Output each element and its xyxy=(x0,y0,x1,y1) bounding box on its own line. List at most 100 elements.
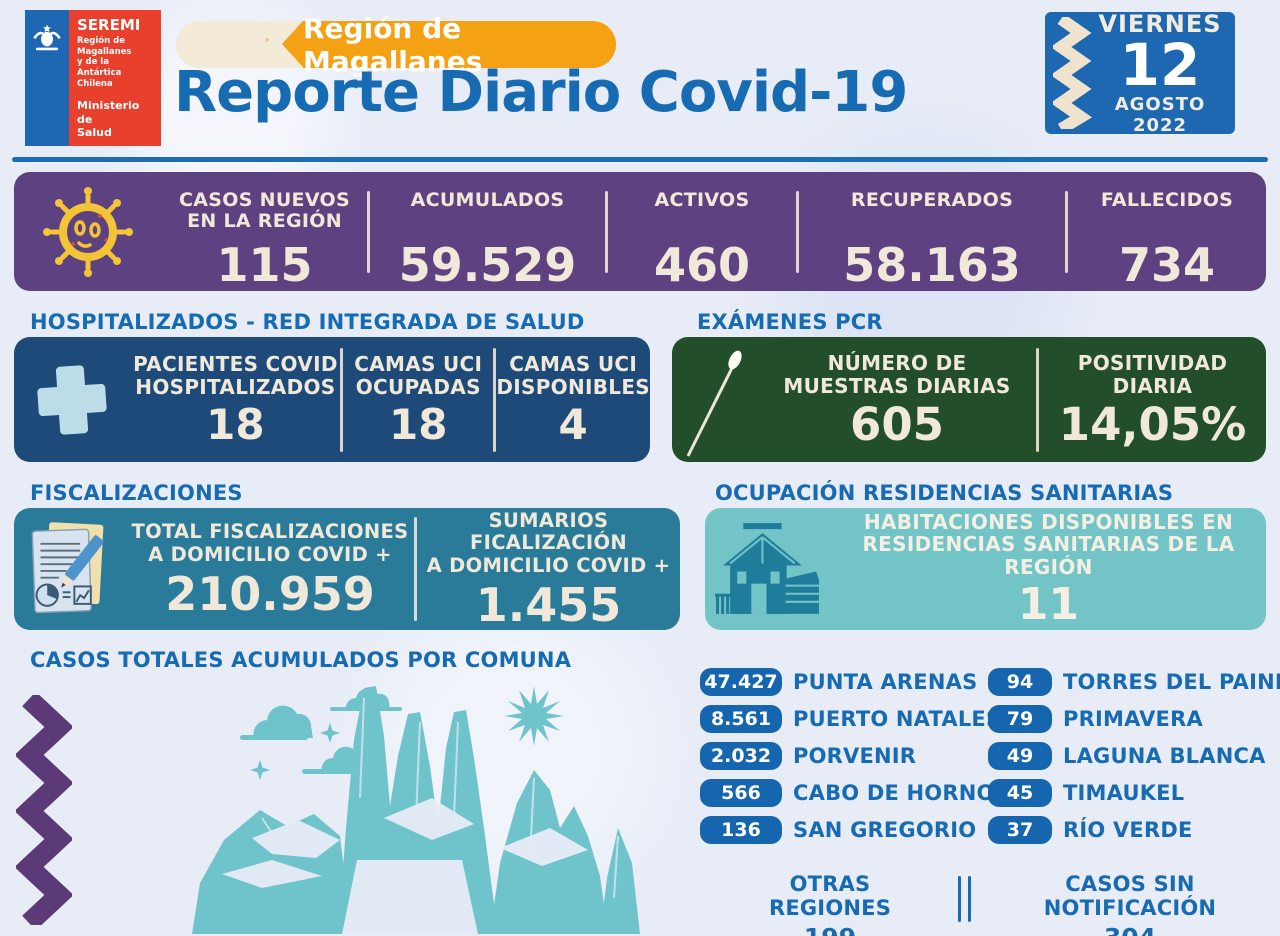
medical-cross-icon xyxy=(37,364,107,435)
comuna-name: PUNTA ARENAS xyxy=(793,670,978,694)
stat-label: CAMAS UCI OCUPADAS xyxy=(354,352,483,399)
comuna-count-badge: 49 xyxy=(988,742,1052,770)
comuna-name: PUERTO NATALES xyxy=(793,707,1002,731)
zigzag-icon xyxy=(1053,17,1093,129)
divider xyxy=(340,347,344,452)
comunas-heading: CASOS TOTALES ACUMULADOS POR COMUNA xyxy=(30,648,572,672)
pcr-panel: NÚMERO DE MUESTRAS DIARIAS 605 POSITIVID… xyxy=(672,337,1266,462)
coat-of-arms-icon xyxy=(33,24,61,51)
comuna-row: 2.032 PORVENIR xyxy=(700,742,1010,770)
virus-icon xyxy=(43,186,133,277)
comuna-row: 79 PRIMAVERA xyxy=(988,705,1280,733)
date-day: 12 xyxy=(1119,31,1201,100)
stat-label: RECUPERADOS xyxy=(850,189,1014,211)
comuna-name: TIMAUKEL xyxy=(1063,781,1185,805)
stat-label: ACUMULADOS xyxy=(410,189,565,211)
comuna-name: TORRES DEL PAINE xyxy=(1063,670,1280,694)
otras-regiones-value: 199 xyxy=(730,923,930,936)
stat-activos: ACTIVOS 460 xyxy=(608,175,796,288)
stat-label: HABITACIONES DISPONIBLES EN RESIDENCIAS … xyxy=(862,509,1235,579)
comuna-name: CABO DE HORNOS xyxy=(793,781,1010,805)
stat-value: 734 xyxy=(1118,238,1216,292)
residencias-heading: OCUPACIÓN RESIDENCIAS SANITARIAS xyxy=(715,481,1174,505)
comuna-row: 49 LAGUNA BLANCA xyxy=(988,742,1280,770)
comuna-count-badge: 79 xyxy=(988,705,1052,733)
region-banner: Región de Magallanes xyxy=(282,12,616,78)
stat-label: POSITIVIDAD DIARIA xyxy=(1077,350,1228,398)
stat-label: TOTAL FISCALIZACIONES A DOMICILIO COVID … xyxy=(131,520,409,566)
divider xyxy=(1065,190,1068,273)
stat-uci-disponibles: CAMAS UCI DISPONIBLES 4 xyxy=(496,353,650,445)
comuna-count-badge: 8.561 xyxy=(700,705,782,733)
stat-casos-nuevos: CASOS NUEVOS EN LA REGIÓN 115 xyxy=(162,175,367,288)
hospitalizados-heading: HOSPITALIZADOS - RED INTEGRADA DE SALUD xyxy=(30,310,585,334)
stat-sumarios-fiscalizacion: SUMARIOS FICALIZACIÓN A DOMICILIO COVID … xyxy=(417,509,680,632)
date-month-year: AGOSTO 2022 xyxy=(1114,93,1206,136)
header-divider xyxy=(12,157,1268,162)
pcr-heading: EXÁMENES PCR xyxy=(697,310,883,334)
stat-value: 4 xyxy=(558,399,588,449)
comuna-row: 47.427 PUNTA ARENAS xyxy=(700,668,1010,696)
comuna-count-badge: 47.427 xyxy=(700,668,782,696)
comuna-count-badge: 45 xyxy=(988,779,1052,807)
comuna-name: SAN GREGORIO xyxy=(793,818,977,842)
stat-value: 460 xyxy=(653,238,751,292)
divider xyxy=(414,517,417,621)
stat-value: 14,05% xyxy=(1058,398,1247,452)
clipboard-pencil-icon xyxy=(31,522,104,614)
stat-value: 1.455 xyxy=(475,577,622,632)
otras-regiones-label: OTRAS REGIONES xyxy=(768,872,892,920)
stat-label: NÚMERO DE MUESTRAS DIARIAS xyxy=(783,350,1011,398)
comuna-count-badge: 566 xyxy=(700,779,782,807)
comuna-name: PRIMAVERA xyxy=(1063,707,1203,731)
divider xyxy=(605,190,608,273)
stat-acumulados: ACUMULADOS 59.529 xyxy=(370,175,605,288)
comuna-row: 566 CABO DE HORNOS xyxy=(700,779,1010,807)
stat-uci-ocupadas: CAMAS UCI OCUPADAS 18 xyxy=(343,353,493,445)
stat-total-fiscalizaciones: TOTAL FISCALIZACIONES A DOMICILIO COVID … xyxy=(126,520,414,621)
fiscalizaciones-panel: TOTAL FISCALIZACIONES A DOMICILIO COVID … xyxy=(14,508,680,630)
comuna-count-badge: 37 xyxy=(988,816,1052,844)
divider xyxy=(493,347,497,452)
zigzag-ribbon xyxy=(16,695,72,925)
stat-label: PACIENTES COVID HOSPITALIZADOS xyxy=(133,352,338,399)
comuna-row: 8.561 PUERTO NATALES xyxy=(700,705,1010,733)
stat-value: 59.529 xyxy=(398,238,577,292)
stat-value: 605 xyxy=(850,398,944,452)
stat-habitaciones-disponibles: HABITACIONES DISPONIBLES EN RESIDENCIAS … xyxy=(831,509,1266,631)
stat-value: 210.959 xyxy=(165,566,375,621)
hospitalizados-panel: PACIENTES COVID HOSPITALIZADOS 18 CAMAS … xyxy=(14,337,650,462)
ministry-of-health-logo: SEREMI Región de Magallanes y de la Antá… xyxy=(25,10,161,146)
swab-icon xyxy=(686,350,742,457)
stat-label: SUMARIOS FICALIZACIÓN A DOMICILIO COVID … xyxy=(426,509,671,577)
stat-label: ACTIVOS xyxy=(654,189,750,211)
totals-separator xyxy=(958,876,971,922)
casos-sin-notificacion-total: CASOS SIN NOTIFICACIÓN 304 xyxy=(985,872,1275,936)
stat-value: 11 xyxy=(1017,579,1080,631)
logo-region: Región de Magallanes y de la Antártica C… xyxy=(77,36,132,89)
comuna-count-badge: 136 xyxy=(700,816,782,844)
stat-value: 115 xyxy=(216,238,313,292)
comuna-row: 45 TIMAUKEL xyxy=(988,779,1280,807)
logo-ministry: Ministerio de Salud xyxy=(77,99,140,139)
summary-stats-panel: CASOS NUEVOS EN LA REGIÓN 115 ACUMULADOS… xyxy=(14,172,1266,291)
comuna-list-left: 47.427 PUNTA ARENAS 8.561 PUERTO NATALES 2… xyxy=(700,668,1010,853)
stat-recuperados: RECUPERADOS 58.163 xyxy=(799,175,1065,288)
comuna-row: 37 RÍO VERDE xyxy=(988,816,1280,844)
comuna-row: 94 TORRES DEL PAINE xyxy=(988,668,1280,696)
mountains-illustration xyxy=(192,686,640,934)
sin-notificacion-label: CASOS SIN NOTIFICACIÓN xyxy=(1043,872,1217,920)
fiscalizaciones-heading: FISCALIZACIONES xyxy=(30,481,243,505)
comuna-name: RÍO VERDE xyxy=(1063,818,1193,842)
otras-regiones-total: OTRAS REGIONES 199 xyxy=(730,872,930,936)
stat-value: 58.163 xyxy=(843,238,1021,292)
stat-value: 18 xyxy=(389,399,448,449)
comuna-row: 136 SAN GREGORIO xyxy=(700,816,1010,844)
logo-blue-band xyxy=(25,10,69,146)
stat-muestras-diarias: NÚMERO DE MUESTRAS DIARIAS 605 xyxy=(758,350,1036,452)
stat-positividad-diaria: POSITIVIDAD DIARIA 14,05% xyxy=(1039,350,1266,452)
stat-label: CAMAS UCI DISPONIBLES xyxy=(496,352,650,399)
divider xyxy=(1036,347,1039,452)
stat-value: 18 xyxy=(206,399,265,449)
